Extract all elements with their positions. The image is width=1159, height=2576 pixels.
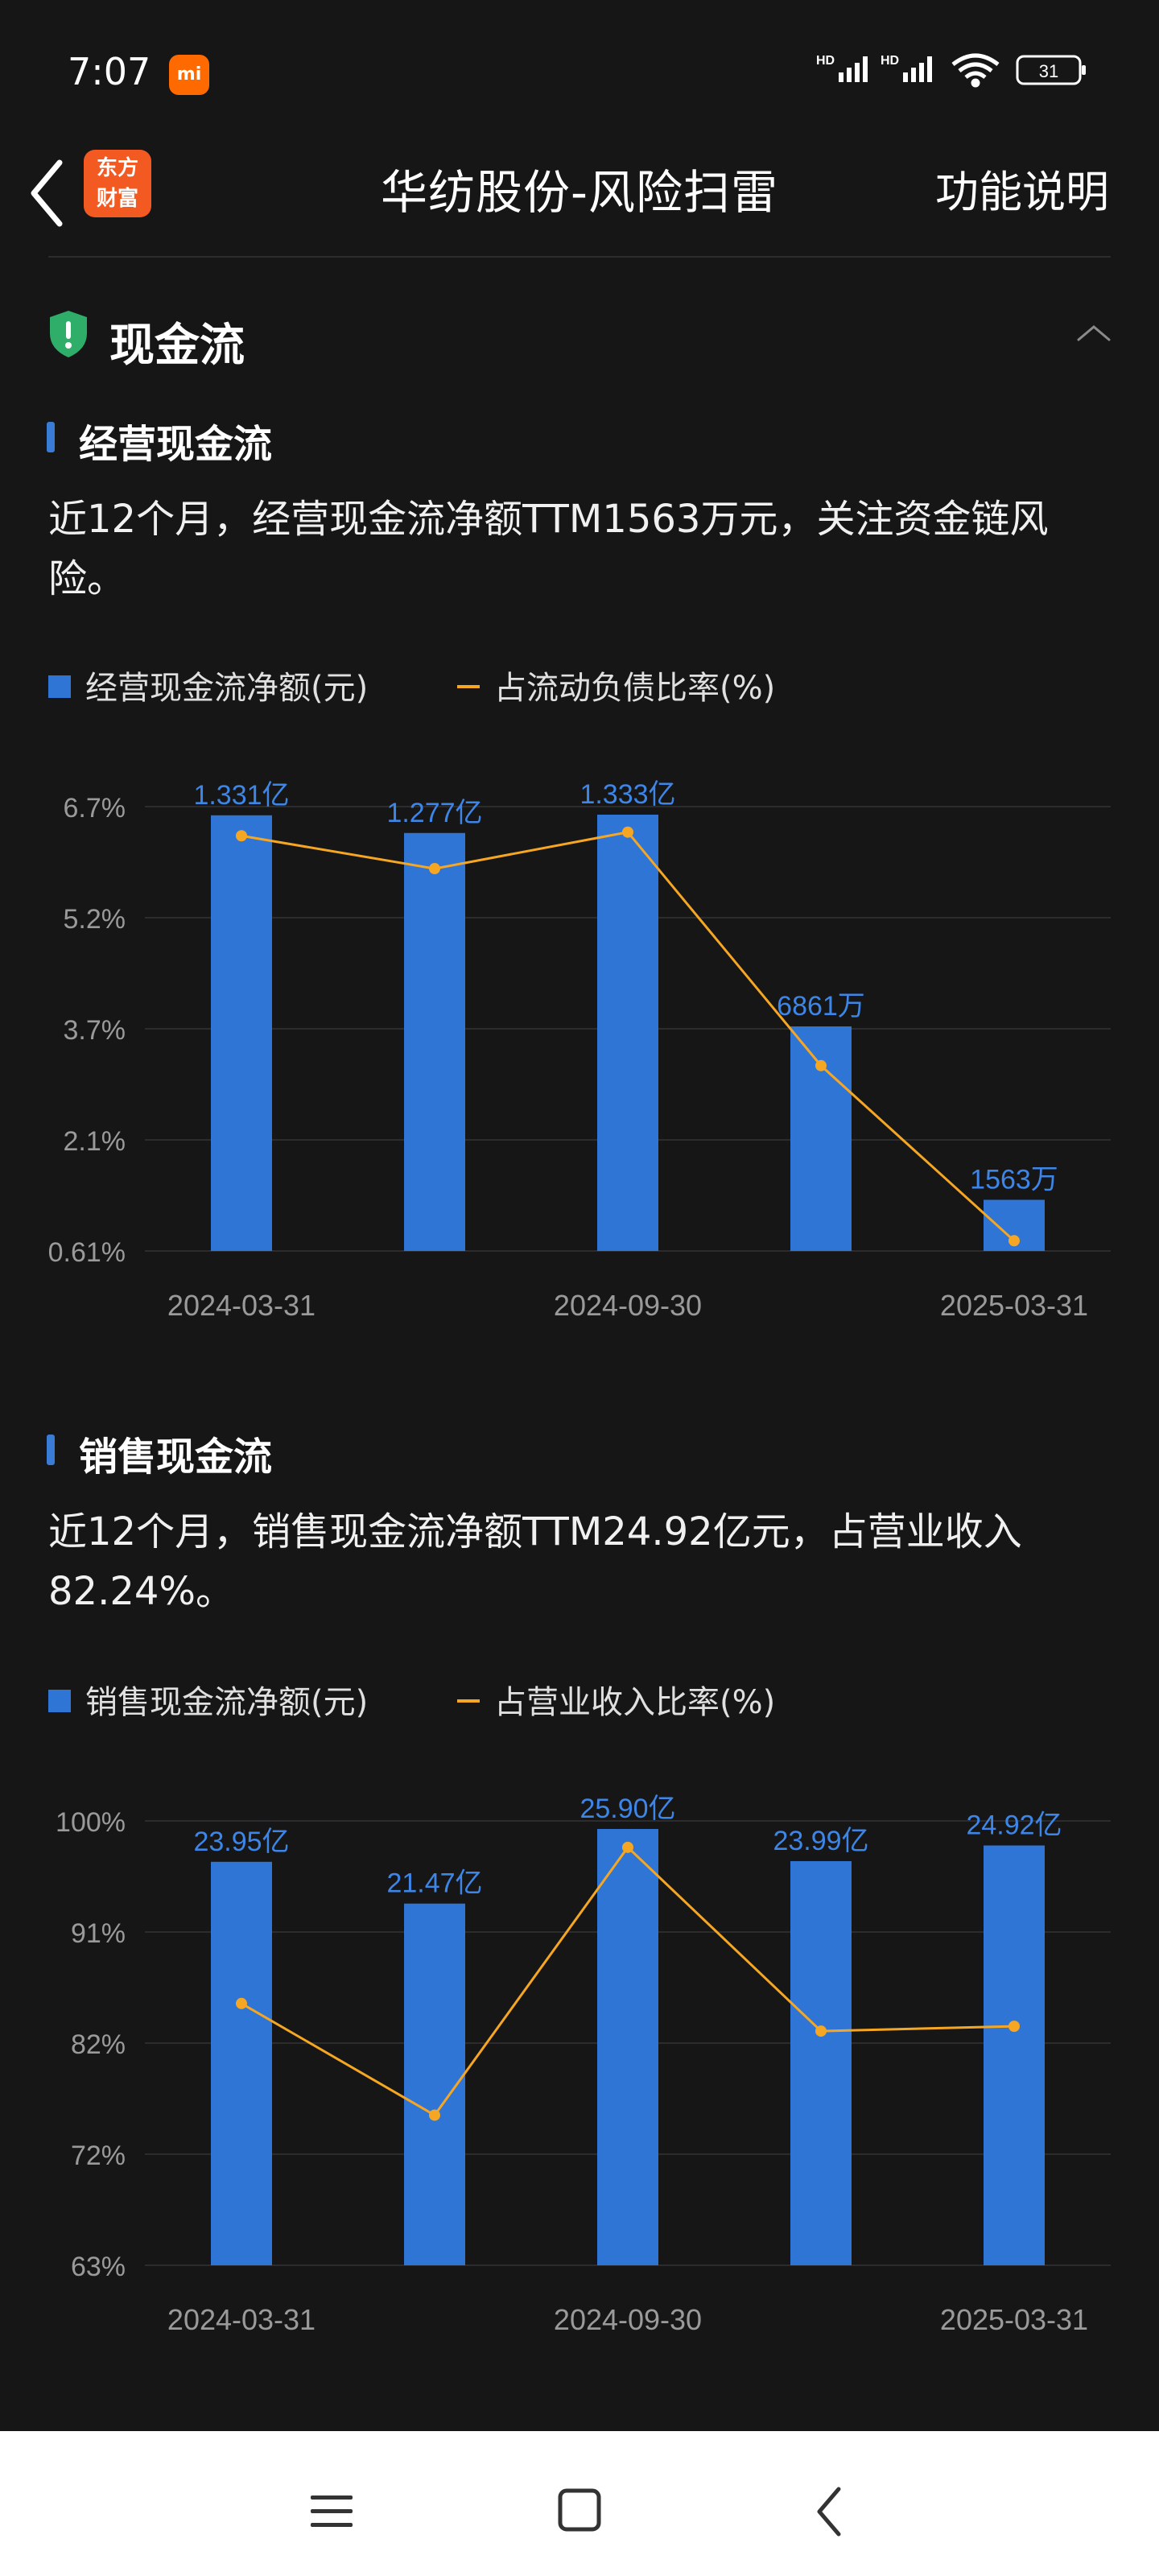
legend-item-bar[interactable]: 销售现金流净额(元) xyxy=(48,1676,368,1723)
bar xyxy=(404,1903,465,2265)
legend-item-bar[interactable]: 经营现金流净额(元) xyxy=(48,662,368,708)
line-point xyxy=(622,826,633,838)
legend-line-swatch xyxy=(457,1699,480,1703)
battery-level: 31 xyxy=(1039,61,1058,81)
system-nav-bar xyxy=(0,2431,1159,2576)
operating-description: 近12个月，经营现金流净额TTM1563万元，关注资金链风险。 xyxy=(48,497,1049,601)
chevron-up-icon[interactable] xyxy=(1074,320,1114,345)
svg-text:HD: HD xyxy=(816,54,835,68)
bar-value-label: 21.47亿 xyxy=(386,1868,482,1899)
section-title: 现金流 xyxy=(109,320,245,372)
bar xyxy=(211,1861,272,2265)
line-point xyxy=(815,1059,827,1071)
bar xyxy=(790,1860,852,2265)
status-bar: 7:07 mi HD HD 31 xyxy=(0,0,1159,129)
x-tick-label: 2025-03-31 xyxy=(940,2303,1088,2336)
mi-icon: mi xyxy=(169,55,209,95)
y-tick-label: 100% xyxy=(56,1807,126,1838)
section-header[interactable]: 现金流 xyxy=(47,306,1117,378)
x-tick-label: 2024-03-31 xyxy=(167,2303,316,2336)
y-tick-label: 63% xyxy=(71,2252,126,2282)
bar-value-label: 25.90亿 xyxy=(580,1794,675,1824)
menu-icon[interactable] xyxy=(299,2479,364,2544)
y-tick-label: 3.7% xyxy=(64,1015,126,1046)
line-point xyxy=(236,830,247,842)
divider xyxy=(48,256,1111,258)
y-tick-label: 91% xyxy=(71,1918,126,1949)
bar-value-label: 6861万 xyxy=(777,991,865,1022)
app-logo: 东方 财富 xyxy=(84,150,151,217)
bar-value-label: 1.331亿 xyxy=(193,780,289,811)
bar-value-label: 1.277亿 xyxy=(386,798,482,828)
legend-line-swatch xyxy=(457,685,480,688)
page-title: 华纺股份-风险扫雷 xyxy=(381,165,778,220)
line-point xyxy=(236,1997,247,2009)
legend-item-line[interactable]: 占流动负债比率(%) xyxy=(457,662,775,708)
line-point xyxy=(1008,1235,1020,1247)
bar-value-label: 1.333亿 xyxy=(580,779,675,810)
hd-signal-icon: HD xyxy=(881,54,932,82)
y-tick-label: 5.2% xyxy=(64,904,126,935)
line-point xyxy=(622,1841,633,1853)
bar-value-label: 24.92亿 xyxy=(966,1810,1062,1841)
back-arrow-icon[interactable] xyxy=(23,153,71,233)
sales-chart-svg: 100% 91% 82% 72% 63% 23.95亿 21.47亿 25.90亿 23.99亿… xyxy=(56,1794,1111,2336)
status-time: 7:07 xyxy=(68,50,151,93)
bar xyxy=(211,815,272,1251)
subheader-accent xyxy=(47,1435,55,1465)
home-icon[interactable] xyxy=(547,2479,612,2544)
svg-text:HD: HD xyxy=(881,54,899,68)
app-logo-line2: 财富 xyxy=(96,187,138,211)
hd-signal-icon: HD xyxy=(816,54,868,82)
line-point xyxy=(429,863,440,875)
subheader-accent xyxy=(47,422,55,452)
legend-line-label: 占营业收入比率(%) xyxy=(494,1684,776,1721)
legend-bar-label: 销售现金流净额(元) xyxy=(85,1684,369,1721)
shield-alert-icon xyxy=(50,311,87,357)
legend-line-label: 占流动负债比率(%) xyxy=(494,670,776,707)
bar-value-label: 1563万 xyxy=(970,1164,1058,1195)
back-icon[interactable] xyxy=(797,2479,861,2544)
sales-title: 销售现金流 xyxy=(79,1435,273,1480)
bar-value-label: 23.95亿 xyxy=(193,1827,289,1857)
bar xyxy=(404,832,465,1251)
bar-value-label: 23.99亿 xyxy=(773,1826,868,1856)
operating-chart: 6.7% 5.2% 3.7% 2.1% 0.61% 1.331亿 1.277亿 1.333亿 6… xyxy=(0,757,1159,1352)
wifi-icon xyxy=(951,53,1000,88)
y-tick-label: 6.7% xyxy=(64,793,126,824)
app-logo-line1: 东方 xyxy=(96,156,138,180)
y-tick-label: 2.1% xyxy=(64,1126,126,1157)
x-tick-label: 2025-03-31 xyxy=(940,1289,1088,1322)
sales-description: 近12个月，销售现金流净额TTM24.92亿元，占营业收入82.24%。 xyxy=(48,1509,1022,1614)
legend-item-line[interactable]: 占营业收入比率(%) xyxy=(457,1676,775,1723)
bar xyxy=(597,1829,658,2265)
operating-chart-svg: 6.7% 5.2% 3.7% 2.1% 0.61% 1.331亿 1.277亿 1.333亿 6… xyxy=(48,779,1111,1322)
bar xyxy=(984,1845,1045,2265)
x-tick-label: 2024-09-30 xyxy=(554,1289,702,1322)
x-tick-label: 2024-09-30 xyxy=(554,2303,702,2336)
operating-legend[interactable]: 经营现金流净额(元) 占流动负债比率(%) xyxy=(48,662,1095,710)
y-tick-label: 82% xyxy=(71,2029,126,2060)
x-tick-label: 2024-03-31 xyxy=(167,1289,316,1322)
battery-icon: 31 xyxy=(1016,55,1086,85)
sales-legend[interactable]: 销售现金流净额(元) 占营业收入比率(%) xyxy=(48,1676,1095,1724)
legend-bar-label: 经营现金流净额(元) xyxy=(85,670,369,707)
help-button[interactable]: 功能说明 xyxy=(935,167,1109,217)
operating-title: 经营现金流 xyxy=(79,422,273,467)
sales-chart: 100% 91% 82% 72% 63% 23.95亿 21.47亿 25.90亿 23.99亿… xyxy=(0,1771,1159,2367)
line-point xyxy=(429,2109,440,2121)
y-tick-label: 0.61% xyxy=(48,1237,126,1268)
line-point xyxy=(815,2025,827,2037)
bar xyxy=(597,815,658,1251)
status-icons: HD HD 31 xyxy=(816,48,1090,97)
legend-bar-swatch xyxy=(48,675,71,698)
y-tick-label: 72% xyxy=(71,2140,126,2171)
line-point xyxy=(1008,2021,1020,2033)
legend-bar-swatch xyxy=(48,1690,71,1712)
